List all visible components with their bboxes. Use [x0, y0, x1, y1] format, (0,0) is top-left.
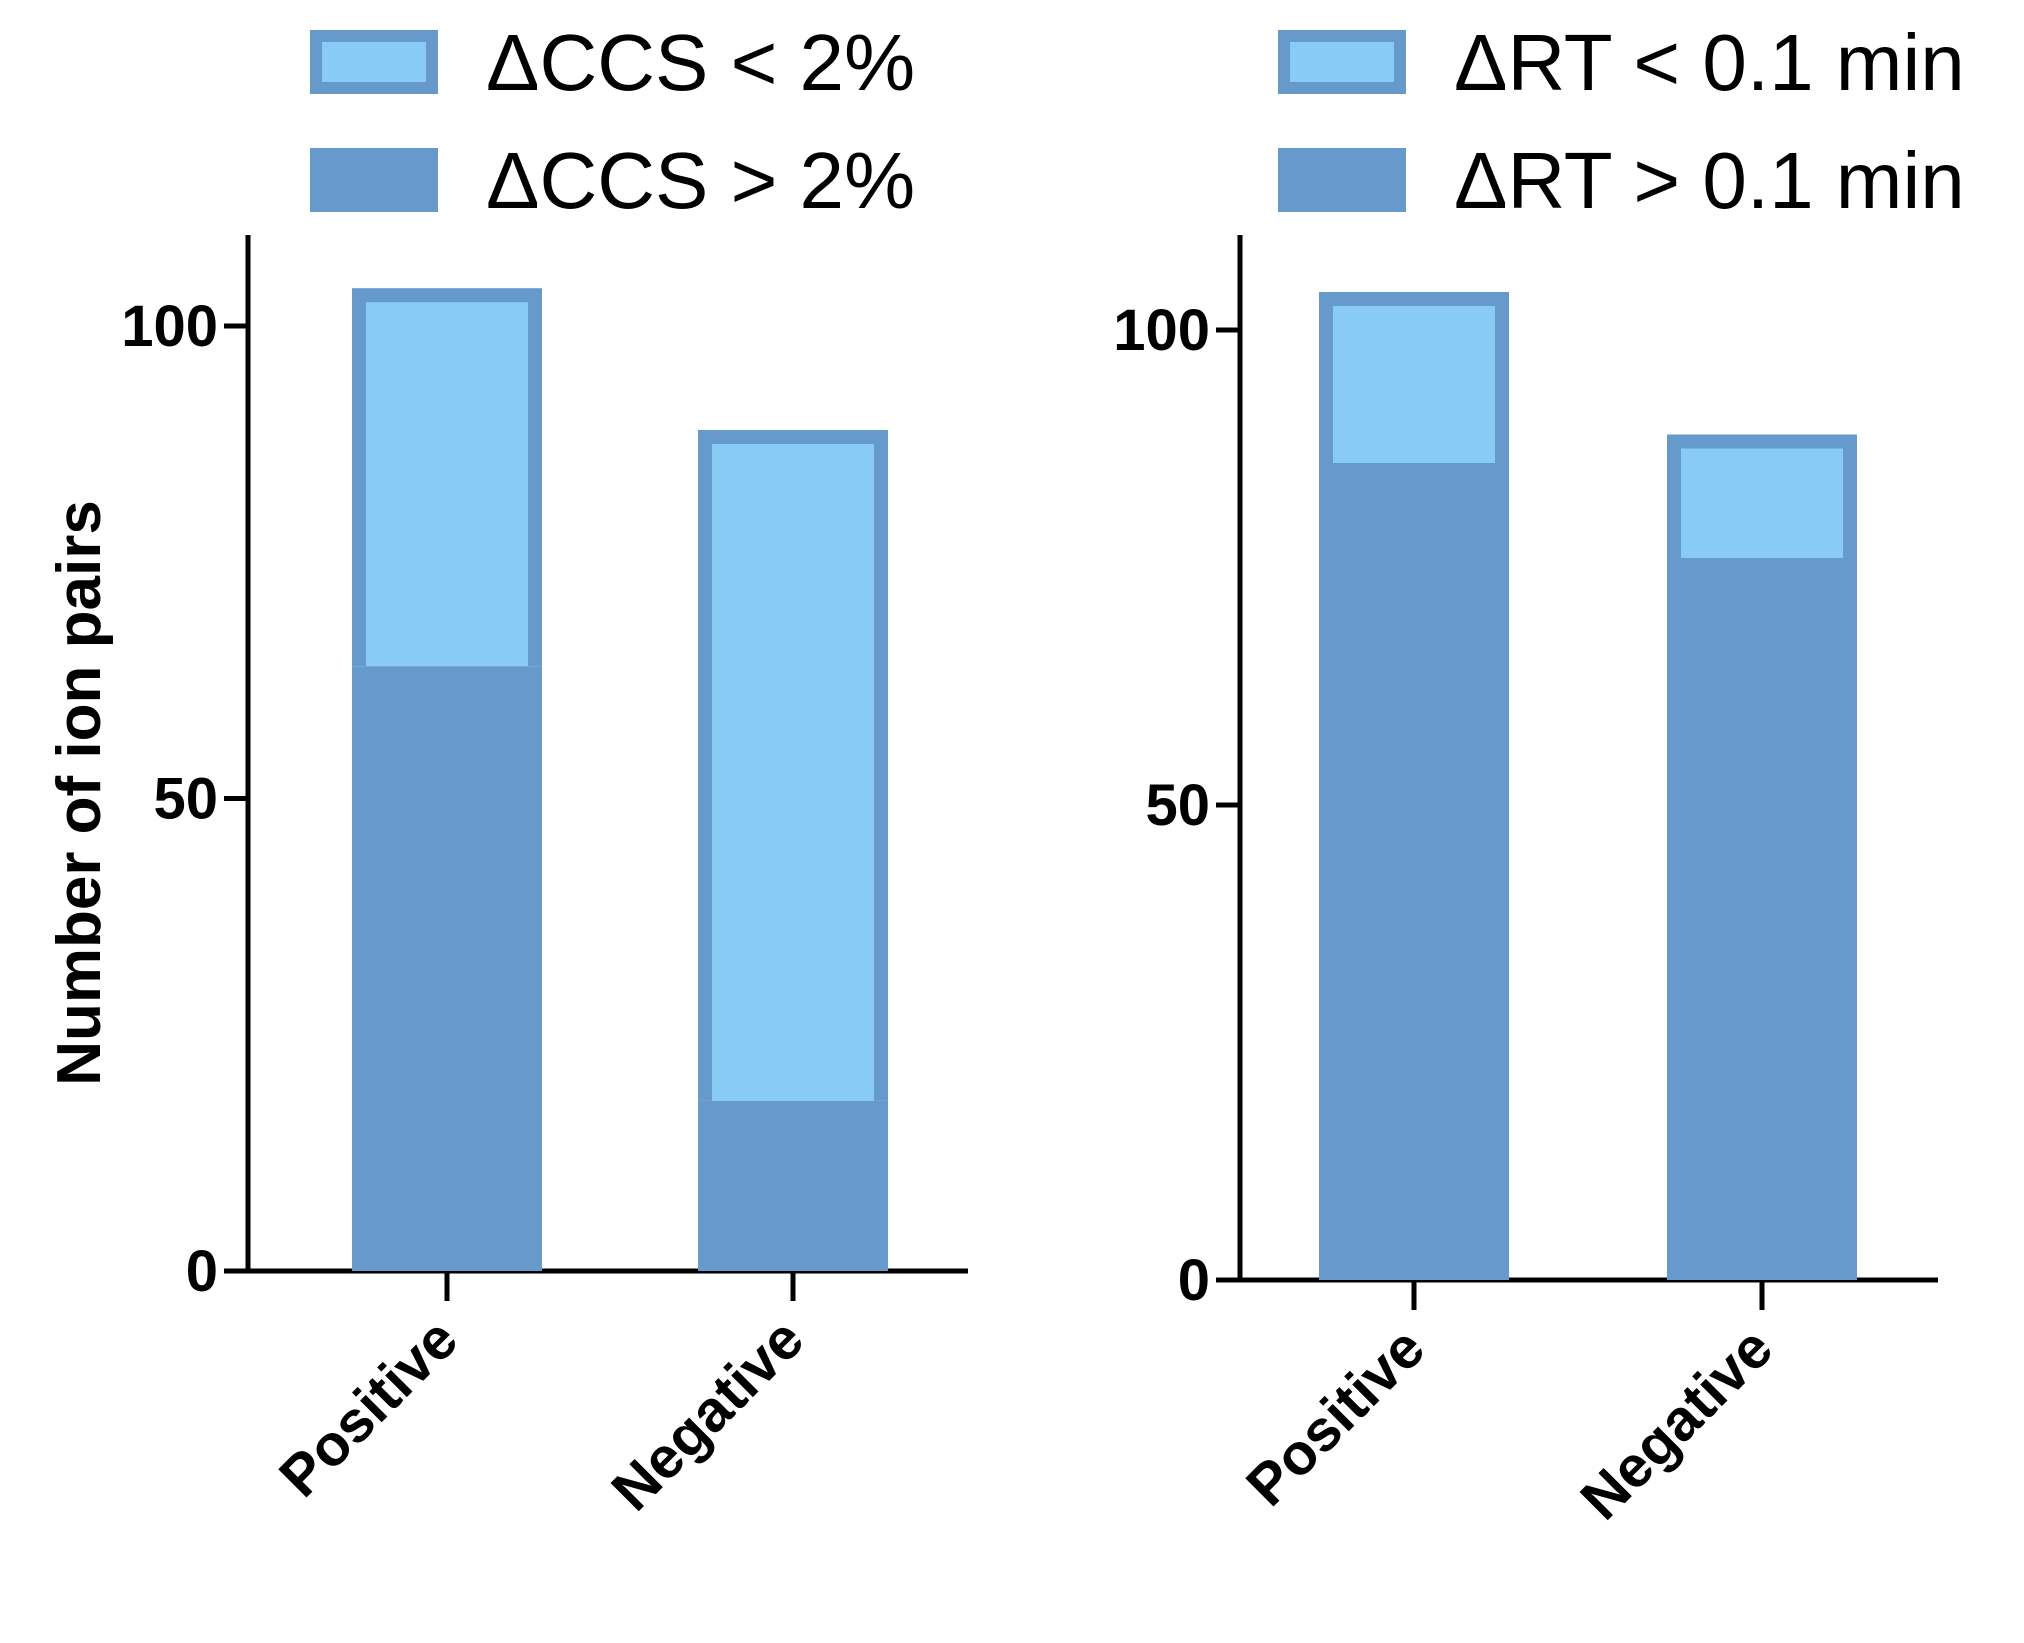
panel-rt: ΔRT < 0.1 min ΔRT > 0.1 min 0 50 100 Positive…: [1113, 18, 1964, 1532]
bar-negative-dark: [698, 1100, 888, 1271]
legend-swatch-dark: [1278, 148, 1406, 212]
bar-negative-light: [712, 443, 874, 1101]
x-tick-label-negative: Negative: [599, 1306, 816, 1523]
legend-label: ΔRT < 0.1 min: [1454, 18, 1965, 107]
legend-label: ΔRT > 0.1 min: [1454, 136, 1965, 225]
y-tick-label: 100: [1113, 298, 1210, 363]
bar-negative-dark: [1667, 558, 1857, 1280]
legend-label: ΔCCS < 2%: [486, 18, 915, 107]
panel-ccs: ΔCCS < 2% ΔCCS > 2% 0 50 100 Number of ion pa…: [45, 18, 968, 1523]
y-tick-label: 0: [186, 1239, 218, 1304]
x-tick-label-positive: Positive: [1234, 1315, 1437, 1518]
y-axis-label: Number of ion pairs: [45, 500, 114, 1086]
y-tick-label: 50: [153, 767, 218, 832]
x-tick-label-positive: Positive: [267, 1306, 470, 1509]
bar-positive-light: [366, 302, 528, 667]
x-tick-label-negative: Negative: [1568, 1315, 1785, 1532]
y-tick-label: 0: [1178, 1248, 1210, 1313]
bar-negative-light: [1681, 448, 1843, 558]
y-tick-label: 100: [121, 294, 218, 359]
bar-positive-light: [1333, 306, 1495, 463]
legend-swatch-dark: [310, 148, 438, 212]
legend-swatch-light: [310, 30, 438, 94]
y-tick-label: 50: [1145, 773, 1210, 838]
legend-swatch-light: [1278, 30, 1406, 94]
bar-positive-dark: [1319, 463, 1509, 1280]
legend-label: ΔCCS > 2%: [486, 136, 915, 225]
bar-positive-dark: [352, 666, 542, 1271]
